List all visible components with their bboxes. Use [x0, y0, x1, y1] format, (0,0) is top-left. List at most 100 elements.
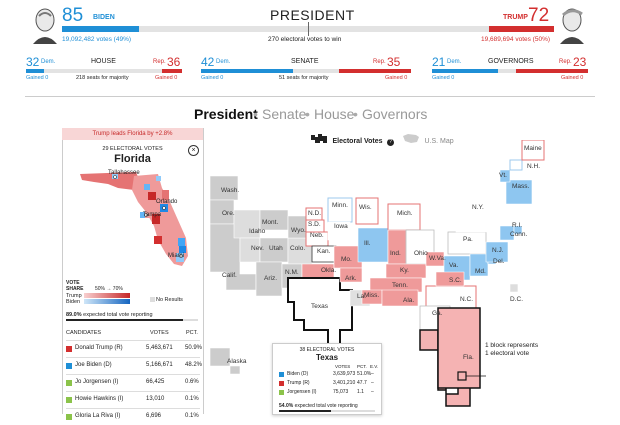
page-title: PRESIDENT	[270, 7, 355, 23]
state-ala[interactable]	[381, 289, 419, 307]
biden-avatar	[30, 6, 60, 44]
state-label: N.H.	[527, 163, 540, 170]
florida-panhandle	[80, 172, 140, 190]
state-md[interactable]	[469, 253, 489, 277]
state-iowa[interactable]	[327, 221, 351, 241]
tab-governors[interactable]: Governors	[362, 106, 428, 122]
candidate-pct: 47.7	[357, 380, 367, 386]
electoral-votes-toggle[interactable]: Electoral Votes ?	[310, 130, 394, 148]
trump-electoral-votes: 72	[528, 5, 550, 26]
texas-reporting-text: 54.0% expected total vote reporting	[279, 403, 358, 409]
senate-rep-label: Rep.	[373, 59, 386, 65]
state-ind[interactable]	[387, 229, 407, 265]
state-label: Fla.	[463, 354, 474, 361]
candidate-name: Jorgensen (I)	[287, 389, 317, 395]
senate-rep-gained: Gained 0	[385, 75, 408, 81]
candidate-swatch	[279, 381, 284, 386]
state-dc[interactable]	[509, 283, 519, 293]
state-nj[interactable]	[485, 241, 509, 263]
florida-county-miami-dade	[176, 253, 184, 262]
state-label: Miss.	[364, 292, 380, 299]
florida-county-duval	[156, 176, 161, 181]
state-minn[interactable]	[327, 197, 353, 223]
state-ri[interactable]	[513, 225, 523, 235]
candidate-name: Trump (R)	[287, 380, 310, 386]
state-label: Mont.	[262, 219, 279, 226]
threshold-marker	[308, 22, 309, 36]
state-texas[interactable]	[287, 277, 353, 345]
us-map-label: U.S. Map	[424, 138, 454, 145]
tab-separator: •	[305, 106, 310, 122]
state-ky[interactable]	[385, 263, 427, 279]
texas-title: Texas	[315, 353, 339, 362]
candidate-name: Biden (D)	[287, 371, 309, 377]
tab-senate[interactable]: Senate	[262, 106, 307, 122]
state-mich[interactable]	[387, 203, 421, 231]
state-conn[interactable]	[499, 225, 515, 241]
state-ark[interactable]	[339, 267, 363, 283]
senate-summary[interactable]: 42 Dem. SENATE Rep. 35 51 seats for majo…	[201, 55, 411, 83]
tab-president[interactable]: President	[194, 106, 258, 122]
tab-house[interactable]: House	[314, 106, 355, 122]
florida-county-map[interactable]	[78, 168, 196, 270]
candidate-ev: –	[371, 371, 374, 377]
us-map-toggle[interactable]: U.S. Map	[402, 130, 454, 148]
florida-title: Florida	[114, 153, 151, 165]
candidate-pct: 50.9%	[185, 345, 203, 351]
state-sc[interactable]	[435, 271, 465, 287]
florida-county-marion	[148, 192, 156, 200]
cartogram-icon	[311, 134, 327, 144]
trump-name: TRUMP	[503, 14, 528, 21]
florida-reporting-pct: 89.0%	[66, 312, 82, 318]
state-ariz[interactable]	[255, 261, 283, 297]
state-label: Okla.	[321, 267, 337, 274]
candidate-votes: 6,696	[146, 413, 162, 419]
state-label: Alaska	[227, 358, 247, 365]
legend-no-results-label: No Results	[156, 297, 183, 303]
city-label-orlando: Orlando	[156, 199, 178, 205]
florida-reporting-label: expected total vote reporting	[83, 312, 153, 318]
governors-summary[interactable]: 21 Dem. GOVERNORS Rep. 23 Gained 0 Gaine…	[432, 55, 588, 83]
legend-trump-scale	[84, 293, 130, 298]
electoral-votes-label: Electoral Votes	[332, 138, 383, 145]
help-icon[interactable]: ?	[386, 139, 394, 146]
state-vt[interactable]	[499, 169, 511, 183]
candidate-row: Donald Trump (R) 5,463,671 50.9%	[66, 340, 203, 357]
florida-county-alachua	[144, 184, 150, 190]
candidate-name: Gloria La Riva (I)	[75, 413, 121, 419]
senate-rep-count: 35	[387, 55, 401, 69]
state-label: Ore.	[222, 210, 235, 217]
candidate-votes: 3,401,210	[333, 380, 356, 386]
state-tenn[interactable]	[369, 277, 423, 293]
vote-share-legend-range: 50% → 70%	[95, 286, 123, 292]
state-maine[interactable]	[521, 140, 545, 161]
trump-progress-bar	[488, 26, 554, 32]
florida-county-palm-beach	[178, 238, 185, 246]
governors-rep-label: Rep.	[559, 59, 572, 65]
annotation-line-1: 1 block represents	[485, 342, 539, 349]
state-label: S.D.	[308, 221, 321, 228]
governors-dem-count: 21	[432, 55, 446, 69]
candidate-pct: 1.1	[357, 389, 364, 395]
house-summary[interactable]: 32 Dem. HOUSE Rep. 36 218 seats for majo…	[26, 55, 182, 83]
state-label: R.I.	[512, 222, 523, 229]
state-hawaii[interactable]	[229, 365, 241, 375]
state-wash[interactable]	[210, 175, 239, 201]
state-label: Mo.	[341, 256, 352, 263]
state-wis[interactable]	[355, 197, 379, 225]
electoral-cartogram[interactable]	[210, 140, 550, 410]
state-label: Minn.	[332, 202, 348, 209]
candidate-row: Jo Jorgensen (I) 66,425 0.6%	[66, 374, 200, 391]
state-label: Ark.	[345, 275, 357, 282]
candidate-swatch	[279, 372, 284, 377]
state-label: Utah	[269, 245, 283, 252]
state-label: Neb.	[310, 232, 324, 239]
state-label: Nev.	[251, 245, 264, 252]
state-mass[interactable]	[505, 179, 533, 205]
candidate-votes: 13,010	[146, 396, 165, 402]
state-ill[interactable]	[357, 227, 389, 263]
state-nh[interactable]	[509, 159, 523, 171]
senate-majority-label: 51 seats for majority	[279, 75, 329, 81]
close-icon[interactable]: ×	[188, 145, 199, 156]
senate-dem-label: Dem.	[216, 59, 231, 65]
